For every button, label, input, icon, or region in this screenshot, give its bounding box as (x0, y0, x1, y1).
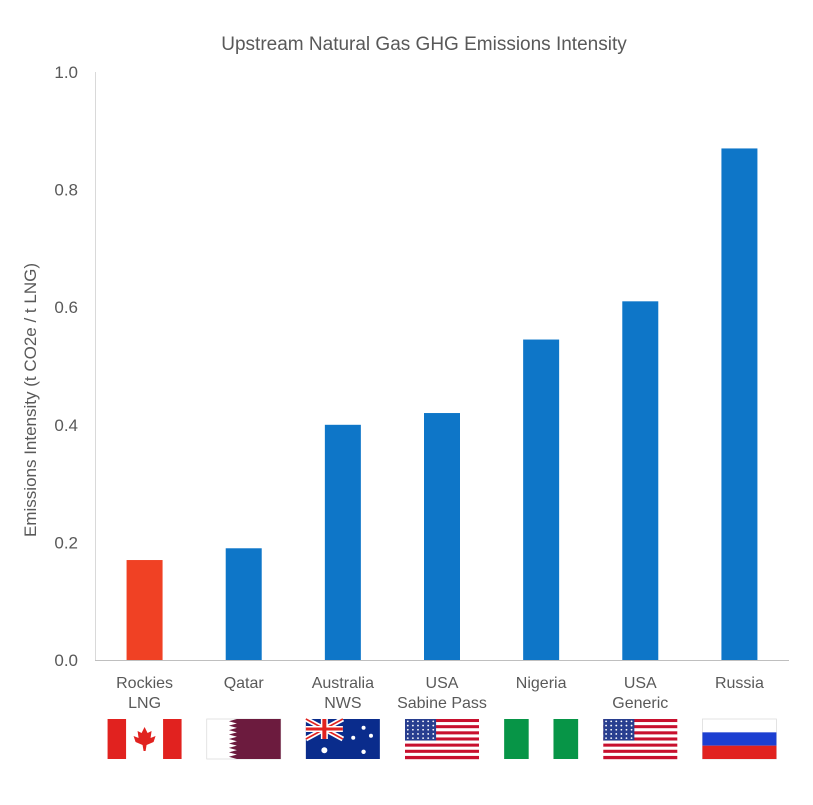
x-tick-label-line2: Generic (612, 695, 668, 712)
y-tick-label: 1.0 (54, 63, 78, 82)
x-tick-labels: Rockies LNG Qatar Australia NWS USA Sabine Pas… (116, 675, 764, 712)
y-tick-label: 0.8 (54, 181, 78, 200)
x-tick-label-line2: LNG (128, 695, 161, 712)
qatar-flag (206, 718, 282, 760)
russia-flag (702, 718, 777, 760)
flags (107, 716, 777, 760)
usa-flag (405, 719, 479, 760)
x-tick-label-line2: Sabine Pass (397, 695, 487, 712)
bar-rockies-lng (126, 560, 163, 660)
usa-flag (603, 719, 678, 760)
australia-flag (304, 716, 380, 759)
y-tick-label: 0.4 (54, 416, 78, 435)
y-tick-label: 0.2 (54, 533, 78, 552)
x-tick-label-line2: NWS (324, 695, 361, 712)
y-tick-label: 0.6 (54, 298, 78, 317)
x-tick-label: Nigeria (516, 675, 567, 692)
x-tick-label: Qatar (224, 675, 265, 692)
bar-usa-sabine-pass (424, 413, 460, 660)
bar-australia-nws (324, 424, 361, 660)
nigeria-flag (504, 719, 579, 759)
canada-flag (107, 719, 182, 759)
y-axis-label: Emissions Intensity (t CO2e / t LNG) (21, 263, 40, 537)
x-tick-label: Australia (312, 675, 374, 692)
bar-russia (721, 148, 758, 660)
bar-nigeria (523, 339, 560, 660)
bars (126, 148, 758, 660)
y-tick-labels: 0.0 0.2 0.4 0.6 0.8 1.0 (54, 63, 78, 670)
bar-qatar (225, 548, 262, 660)
bar-usa-generic (622, 301, 659, 660)
chart-title: Upstream Natural Gas GHG Emissions Inten… (221, 34, 627, 55)
x-tick-label: Rockies (116, 675, 173, 692)
x-tick-label: Russia (715, 675, 764, 692)
x-tick-label: USA (624, 675, 657, 692)
y-tick-label: 0.0 (54, 651, 78, 670)
x-tick-label: USA (426, 675, 459, 692)
